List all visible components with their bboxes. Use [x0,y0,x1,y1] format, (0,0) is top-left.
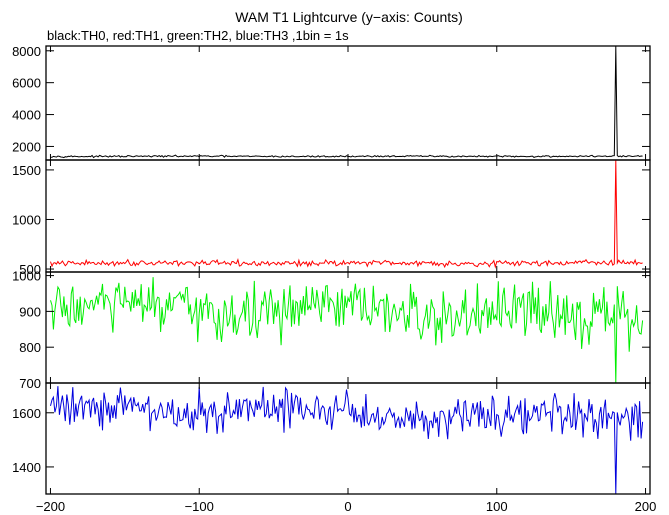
panel-frame [45,159,651,273]
y-tick-label: 1400 [12,460,41,475]
y-tick-label: 700 [19,376,41,391]
y-tick-label: 1000 [12,212,41,227]
series-line-th0 [50,45,643,159]
x-tick-label: −100 [185,499,214,514]
y-tick-label: 800 [19,340,41,355]
x-tick-label: 100 [486,499,508,514]
panel-th2: 700 800 900 1000 [12,269,651,391]
series-line-th3 [50,386,644,495]
y-tick-label: 4000 [12,108,41,123]
panel-frame [45,271,651,384]
chart-subtitle: black:TH0, red:TH1, green:TH2, blue:TH3 … [47,28,349,43]
panels-group: 2000400060008000500100015007008009001000… [12,44,651,495]
y-tick-label: 1000 [12,269,41,284]
panel-th3: 1400 1600 [12,382,651,495]
x-tick-label: 0 [344,499,351,514]
panel-th1: 500 1000 1500 [12,159,651,277]
chart-title: WAM T1 Lightcurve (y−axis: Counts) [235,9,463,25]
panel-th0: 2000 4000 6000 8000 [12,44,651,161]
y-tick-label: 2000 [12,139,41,154]
y-tick-label: 8000 [12,44,41,59]
x-tick-label: −200 [36,499,65,514]
series-line-th2 [50,277,644,384]
y-tick-label: 900 [19,304,41,319]
series-line-th1 [50,159,643,269]
panel-frame [45,45,651,161]
x-tick-label: 200 [635,499,657,514]
x-axis: −200 −100 0 100 200 [36,499,657,514]
y-tick-label: 1600 [12,406,41,421]
y-tick-label: 500 [19,262,41,277]
y-tick-label: 1500 [12,163,41,178]
y-tick-label: 6000 [12,76,41,91]
